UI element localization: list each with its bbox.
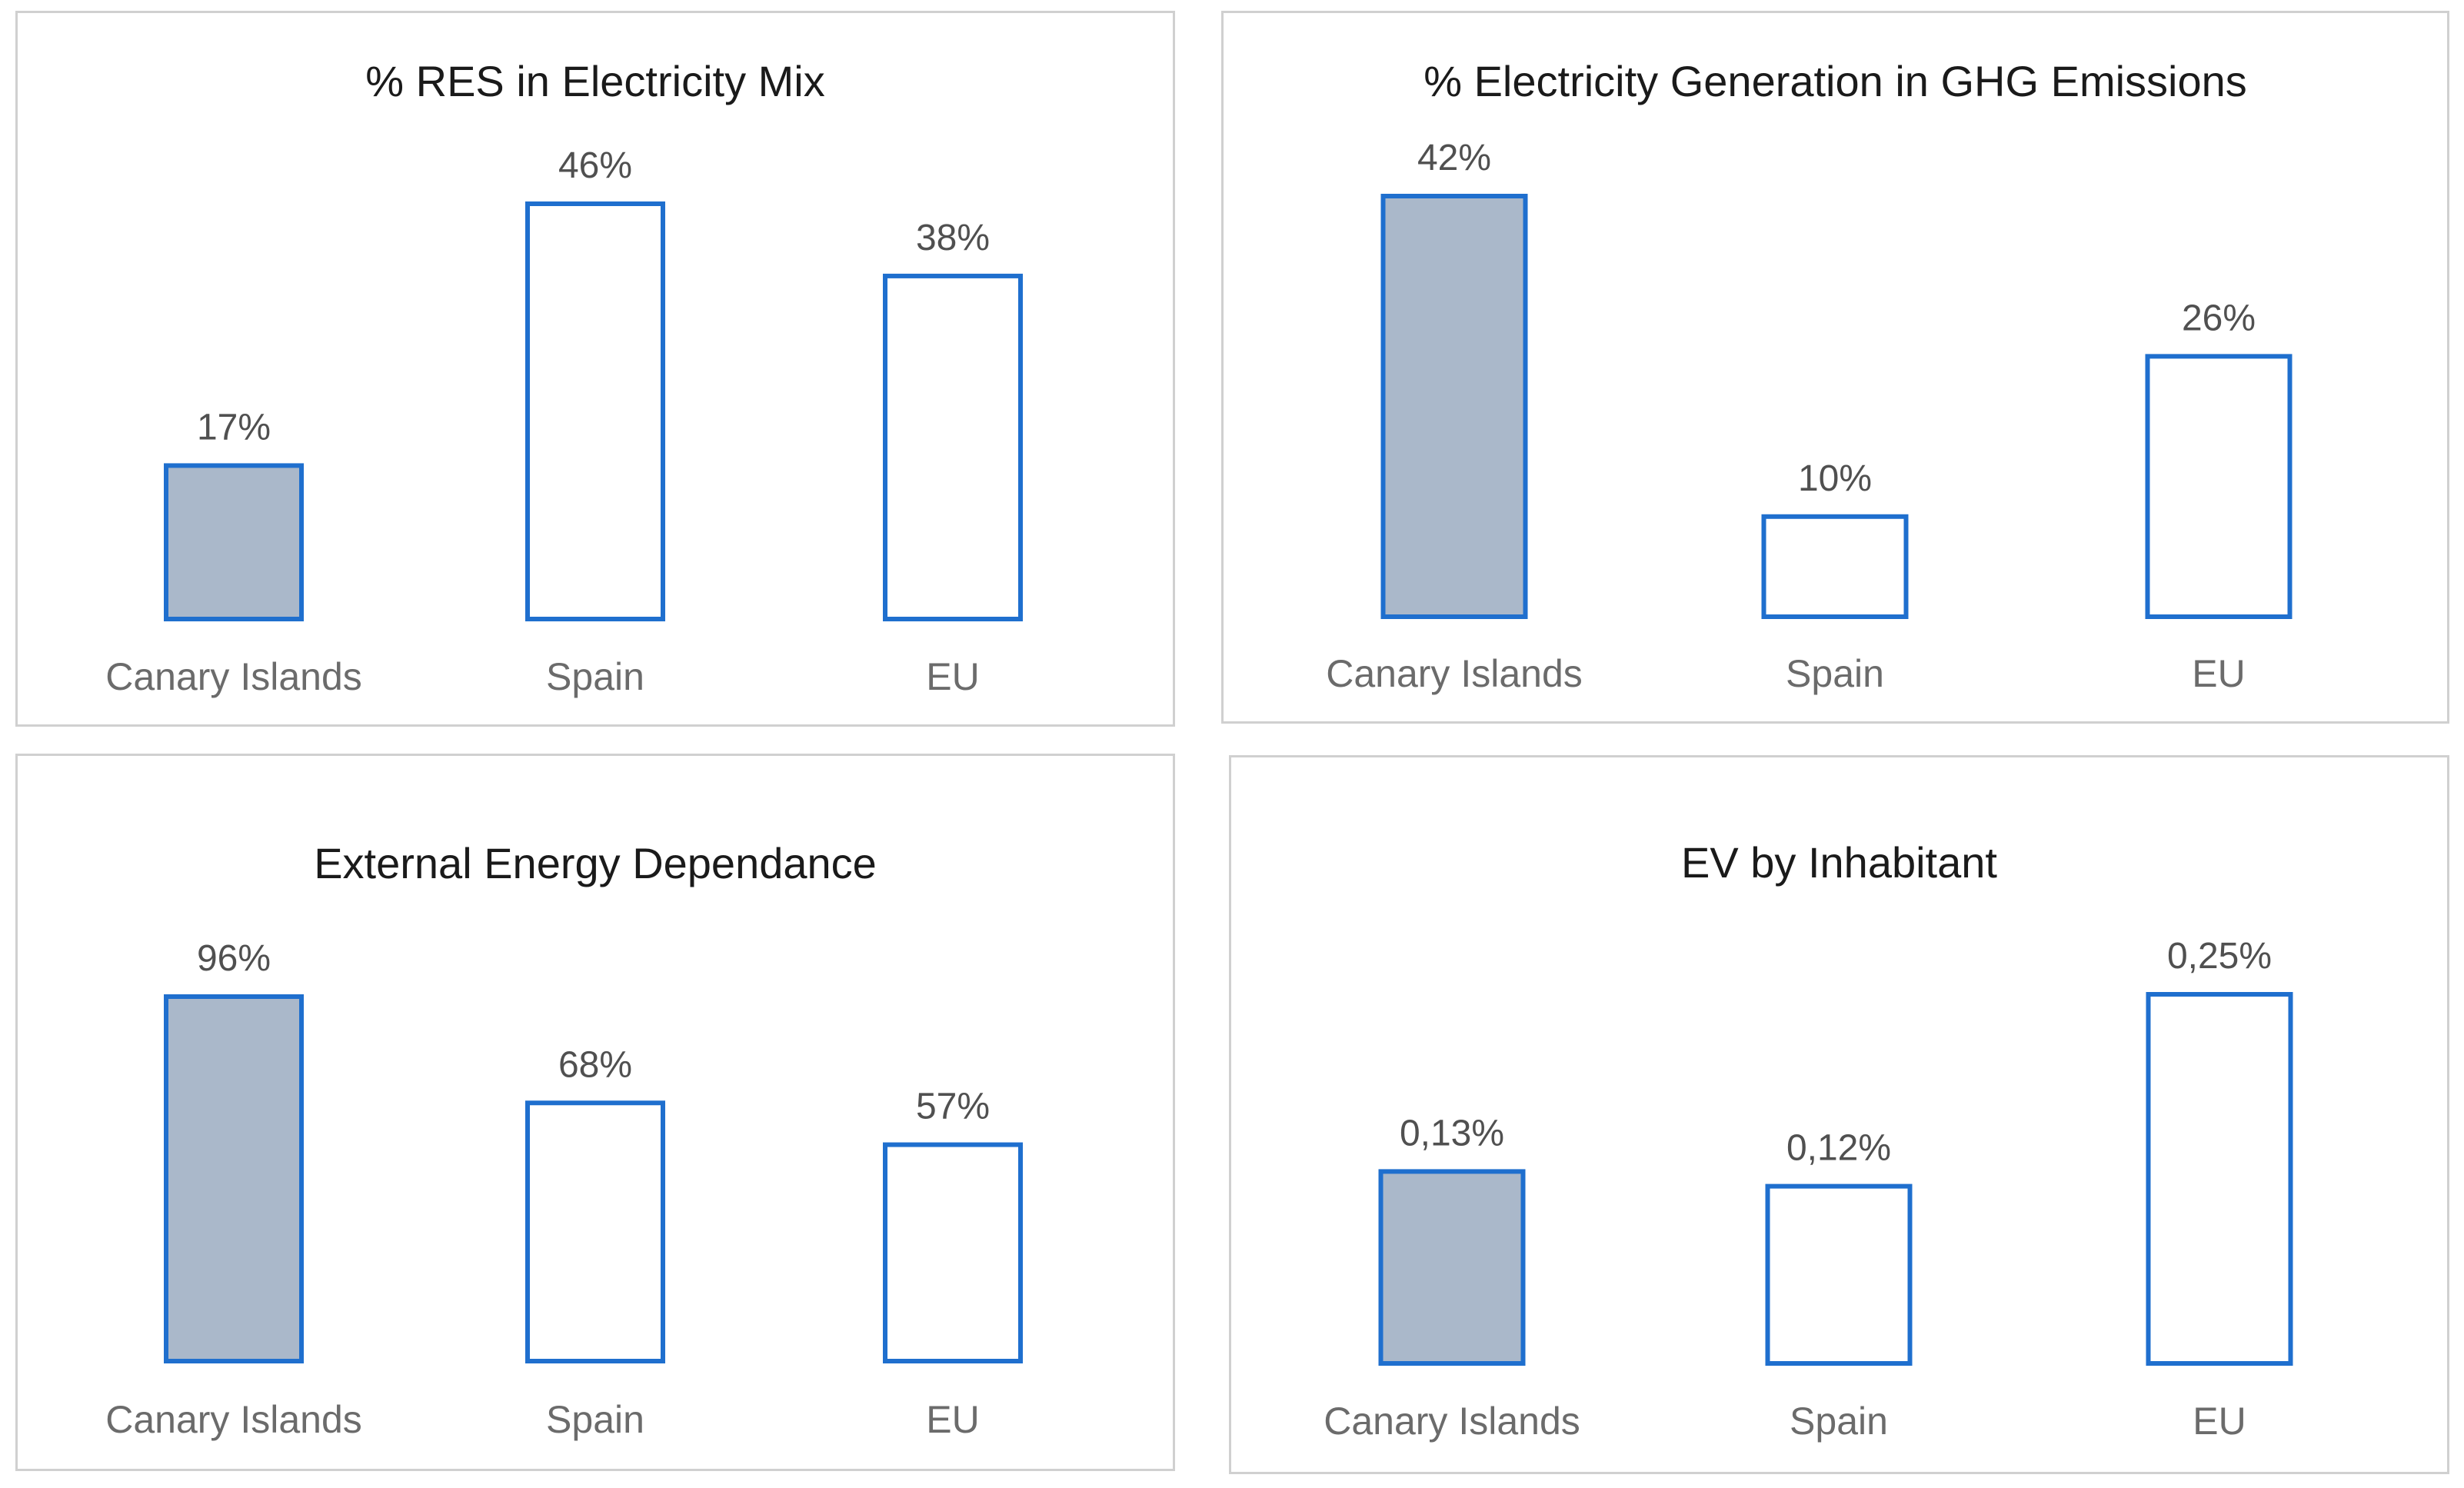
category-label: EU (926, 1398, 979, 1441)
bar-spain (1761, 514, 1909, 619)
category-label: Canary Islands (1326, 652, 1583, 695)
category-label: Spain (546, 1398, 644, 1441)
data-label: 68% (558, 1044, 632, 1085)
bar-eu (2145, 354, 2293, 619)
category-label: Spain (1786, 652, 1884, 695)
data-label: 10% (1798, 458, 1872, 499)
bar-canary-islands (164, 463, 304, 621)
category-label: EU (2192, 652, 2245, 695)
bar-canary-islands (1380, 194, 1528, 619)
category-label: Spain (1790, 1400, 1888, 1443)
data-label: 0,13% (1400, 1113, 1504, 1153)
data-label: 46% (558, 145, 632, 186)
chart-panel-res-electricity-mix: % RES in Electricity Mix 17% Canary Island… (15, 11, 1175, 727)
category-label: Spain (546, 655, 644, 698)
chart-panel-ghg-emissions: % Electricity Generation in GHG Emission… (1221, 11, 2449, 724)
category-label: Canary Islands (1324, 1400, 1580, 1443)
chart-title: EV by Inhabitant (1681, 838, 1997, 887)
data-label: 42% (1417, 138, 1491, 178)
data-label: 17% (197, 407, 271, 448)
data-label: 38% (916, 218, 990, 258)
data-label: 26% (2182, 298, 2256, 338)
bar-spain (1765, 1183, 1913, 1366)
chart-3-svg: External Energy Dependance 96% Canary Isla… (105, 839, 1023, 1441)
bar-spain (525, 1100, 665, 1363)
chart-title: % RES in Electricity Mix (365, 57, 824, 105)
chart-panel-external-energy-dependance: External Energy Dependance 96% Canary Isla… (15, 754, 1175, 1471)
chart-1-svg: % RES in Electricity Mix 17% Canary Island… (105, 57, 1023, 698)
chart-panel-ev-by-inhabitant: EV by Inhabitant 0,13% Canary Islands 0,12%… (1229, 755, 2449, 1474)
bar-eu (883, 1142, 1023, 1363)
data-label: 96% (197, 938, 271, 979)
bar-spain (525, 201, 665, 621)
category-label: EU (2193, 1400, 2246, 1443)
bar-canary-islands (1378, 1169, 1526, 1366)
chart-4-svg: EV by Inhabitant 0,13% Canary Islands 0,12%… (1324, 838, 2293, 1443)
chart-title: External Energy Dependance (314, 839, 877, 887)
chart-title: % Electricity Generation in GHG Emission… (1423, 57, 2247, 105)
data-label: 0,25% (2167, 936, 2272, 977)
data-label: 0,12% (1786, 1128, 1891, 1169)
data-label: 57% (916, 1087, 990, 1127)
category-label: EU (926, 655, 979, 698)
bar-eu (2146, 992, 2293, 1366)
category-label: Canary Islands (105, 1398, 362, 1441)
category-label: Canary Islands (105, 655, 362, 698)
bar-eu (883, 273, 1023, 621)
bar-canary-islands (164, 994, 304, 1363)
chart-2-svg: % Electricity Generation in GHG Emission… (1326, 57, 2293, 695)
